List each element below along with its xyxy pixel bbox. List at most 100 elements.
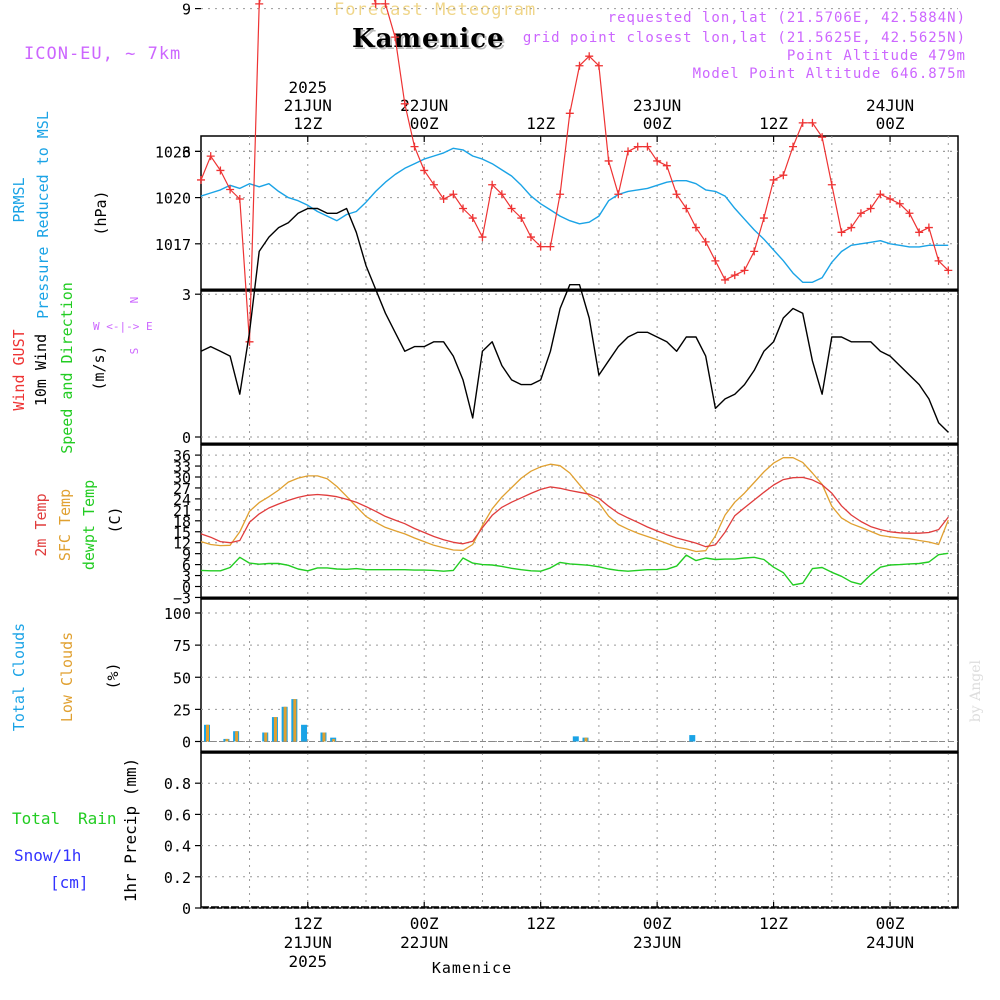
low-clouds-label: Low Clouds bbox=[58, 632, 76, 722]
y-tick-label-precip: 0 bbox=[182, 900, 191, 918]
gust-point-marker bbox=[410, 142, 419, 151]
y-tick-label-wind: 3 bbox=[182, 286, 191, 304]
bar-total-clouds bbox=[572, 736, 579, 742]
time-label-top: 21JUN bbox=[284, 96, 332, 115]
series-line-gust bbox=[200, 0, 949, 343]
gust-point-marker bbox=[255, 0, 264, 8]
series-line-dewpt bbox=[200, 552, 949, 586]
precip-unit-label: 1hr Precip (mm) bbox=[121, 758, 140, 903]
time-label-top: 00Z bbox=[643, 114, 672, 133]
bar-low-clouds bbox=[584, 737, 588, 742]
precip-rain-label: Rain bbox=[78, 809, 117, 828]
y-tick-label-temperature: 24 bbox=[173, 491, 191, 509]
y-tick-label-temperature: 27 bbox=[173, 480, 191, 498]
bar-low-clouds bbox=[273, 717, 277, 742]
gust-point-marker bbox=[536, 242, 545, 251]
series-line-prmsl bbox=[200, 147, 949, 283]
gust-point-marker bbox=[934, 256, 943, 265]
precip-total-label: Total bbox=[12, 809, 60, 828]
model-label: ICON-EU, ~ 7km bbox=[24, 44, 182, 64]
time-label-top: 12Z bbox=[526, 114, 555, 133]
y-tick-label-wind: 9 bbox=[182, 1, 191, 19]
gust-point-marker bbox=[614, 190, 623, 199]
model-altitude: Model Point Altitude 646.875m bbox=[692, 66, 966, 82]
gust-point-marker bbox=[924, 223, 933, 232]
gust-point-marker bbox=[818, 133, 827, 142]
gust-point-marker bbox=[701, 237, 710, 246]
compass-we-label: W <-|-> E bbox=[93, 320, 153, 333]
gust-point-marker bbox=[837, 228, 846, 237]
y-tick-label-clouds: 50 bbox=[173, 669, 191, 687]
y-tick-label-temperature: 21 bbox=[173, 502, 191, 520]
compass-s-label: S bbox=[128, 348, 141, 355]
gust-point-marker bbox=[488, 180, 497, 189]
gust-point-marker bbox=[420, 166, 429, 175]
y-tick-label-wind: 0 bbox=[182, 429, 191, 447]
y-tick-label-clouds: 25 bbox=[173, 701, 191, 719]
gust-point-marker bbox=[866, 204, 875, 213]
time-label-top: 00Z bbox=[876, 114, 905, 133]
y-tick-label-pressure: 1020 bbox=[155, 190, 191, 208]
gust-point-marker bbox=[808, 118, 817, 127]
gust-point-marker bbox=[633, 142, 642, 151]
time-label-bottom: 00Z bbox=[410, 914, 439, 933]
gust-point-marker bbox=[546, 242, 555, 251]
time-label-bottom: 23JUN bbox=[633, 933, 681, 952]
y-tick-label-temperature: 3 bbox=[182, 568, 191, 586]
gust-point-marker bbox=[497, 190, 506, 199]
gust-point-marker bbox=[429, 180, 438, 189]
gust-point-marker bbox=[789, 142, 798, 151]
panel-frame-wind bbox=[200, 290, 959, 445]
bar-low-clouds bbox=[206, 724, 209, 742]
gridpoint-coords: grid point closest lon,lat (21.5625E, 42… bbox=[522, 30, 966, 46]
gust-point-marker bbox=[798, 118, 807, 127]
y-tick-label-pressure: 1023 bbox=[155, 143, 191, 161]
time-label-bottom: 22JUN bbox=[400, 933, 448, 952]
gust-point-marker bbox=[468, 214, 477, 223]
y-tick-label-precip: 0.4 bbox=[164, 838, 191, 856]
gust-point-marker bbox=[895, 199, 904, 208]
y-tick-label-temperature: 30 bbox=[173, 469, 191, 487]
time-label-top: 23JUN bbox=[633, 96, 681, 115]
gust-point-marker bbox=[876, 190, 885, 199]
footer-location: Kamenice bbox=[432, 959, 512, 977]
gust-point-marker bbox=[235, 195, 244, 203]
y-tick-label-temperature: 33 bbox=[173, 458, 191, 476]
bar-low-clouds bbox=[283, 706, 287, 742]
gust-point-marker bbox=[721, 275, 730, 284]
bar-low-clouds bbox=[225, 738, 229, 742]
series-line-2m-temp bbox=[200, 476, 949, 548]
y-tick-label-temperature: 9 bbox=[182, 546, 191, 564]
gust-point-marker bbox=[594, 61, 603, 70]
time-label-top: 00Z bbox=[410, 114, 439, 133]
total-clouds-label: Total Clouds bbox=[10, 623, 28, 731]
gust-point-marker bbox=[556, 190, 565, 199]
gust-point-marker bbox=[565, 109, 574, 118]
gust-point-marker bbox=[672, 190, 681, 199]
time-label-top: 12Z bbox=[293, 114, 322, 133]
y-tick-label-temperature: −3 bbox=[173, 589, 191, 607]
gust-point-marker bbox=[944, 266, 953, 275]
wind-10m-label: 10m Wind bbox=[32, 334, 50, 406]
y-tick-label-wind: 6 bbox=[182, 143, 191, 161]
gust-point-marker bbox=[759, 214, 768, 223]
chart-subtitle: Forecast Meteogram bbox=[334, 0, 537, 20]
gust-point-marker bbox=[585, 52, 594, 61]
wind-speed-direction-label: Speed and Direction bbox=[58, 282, 76, 454]
y-tick-label-temperature: 0 bbox=[182, 579, 191, 597]
temp-2m-label: 2m Temp bbox=[32, 493, 50, 556]
temp-sfc-label: SFC Temp bbox=[56, 489, 74, 561]
temp-unit-label: (C) bbox=[106, 506, 124, 533]
y-tick-label-temperature: 18 bbox=[173, 513, 191, 531]
gust-point-marker bbox=[226, 185, 235, 194]
y-tick-label-precip: 0.8 bbox=[164, 775, 191, 793]
point-altitude: Point Altitude 479m bbox=[786, 48, 966, 64]
y-tick-label-precip: 0.2 bbox=[164, 869, 191, 887]
precip-snow-unit-label: [cm] bbox=[50, 873, 89, 892]
y-tick-label-temperature: 12 bbox=[173, 535, 191, 553]
gust-point-marker bbox=[847, 223, 856, 232]
gust-point-marker bbox=[449, 190, 458, 199]
temp-dewpt-label: dewpt Temp bbox=[80, 480, 98, 570]
pressure-label-msl: Pressure Reduced to MSL bbox=[34, 111, 52, 319]
y-tick-label-temperature: 36 bbox=[173, 447, 191, 465]
